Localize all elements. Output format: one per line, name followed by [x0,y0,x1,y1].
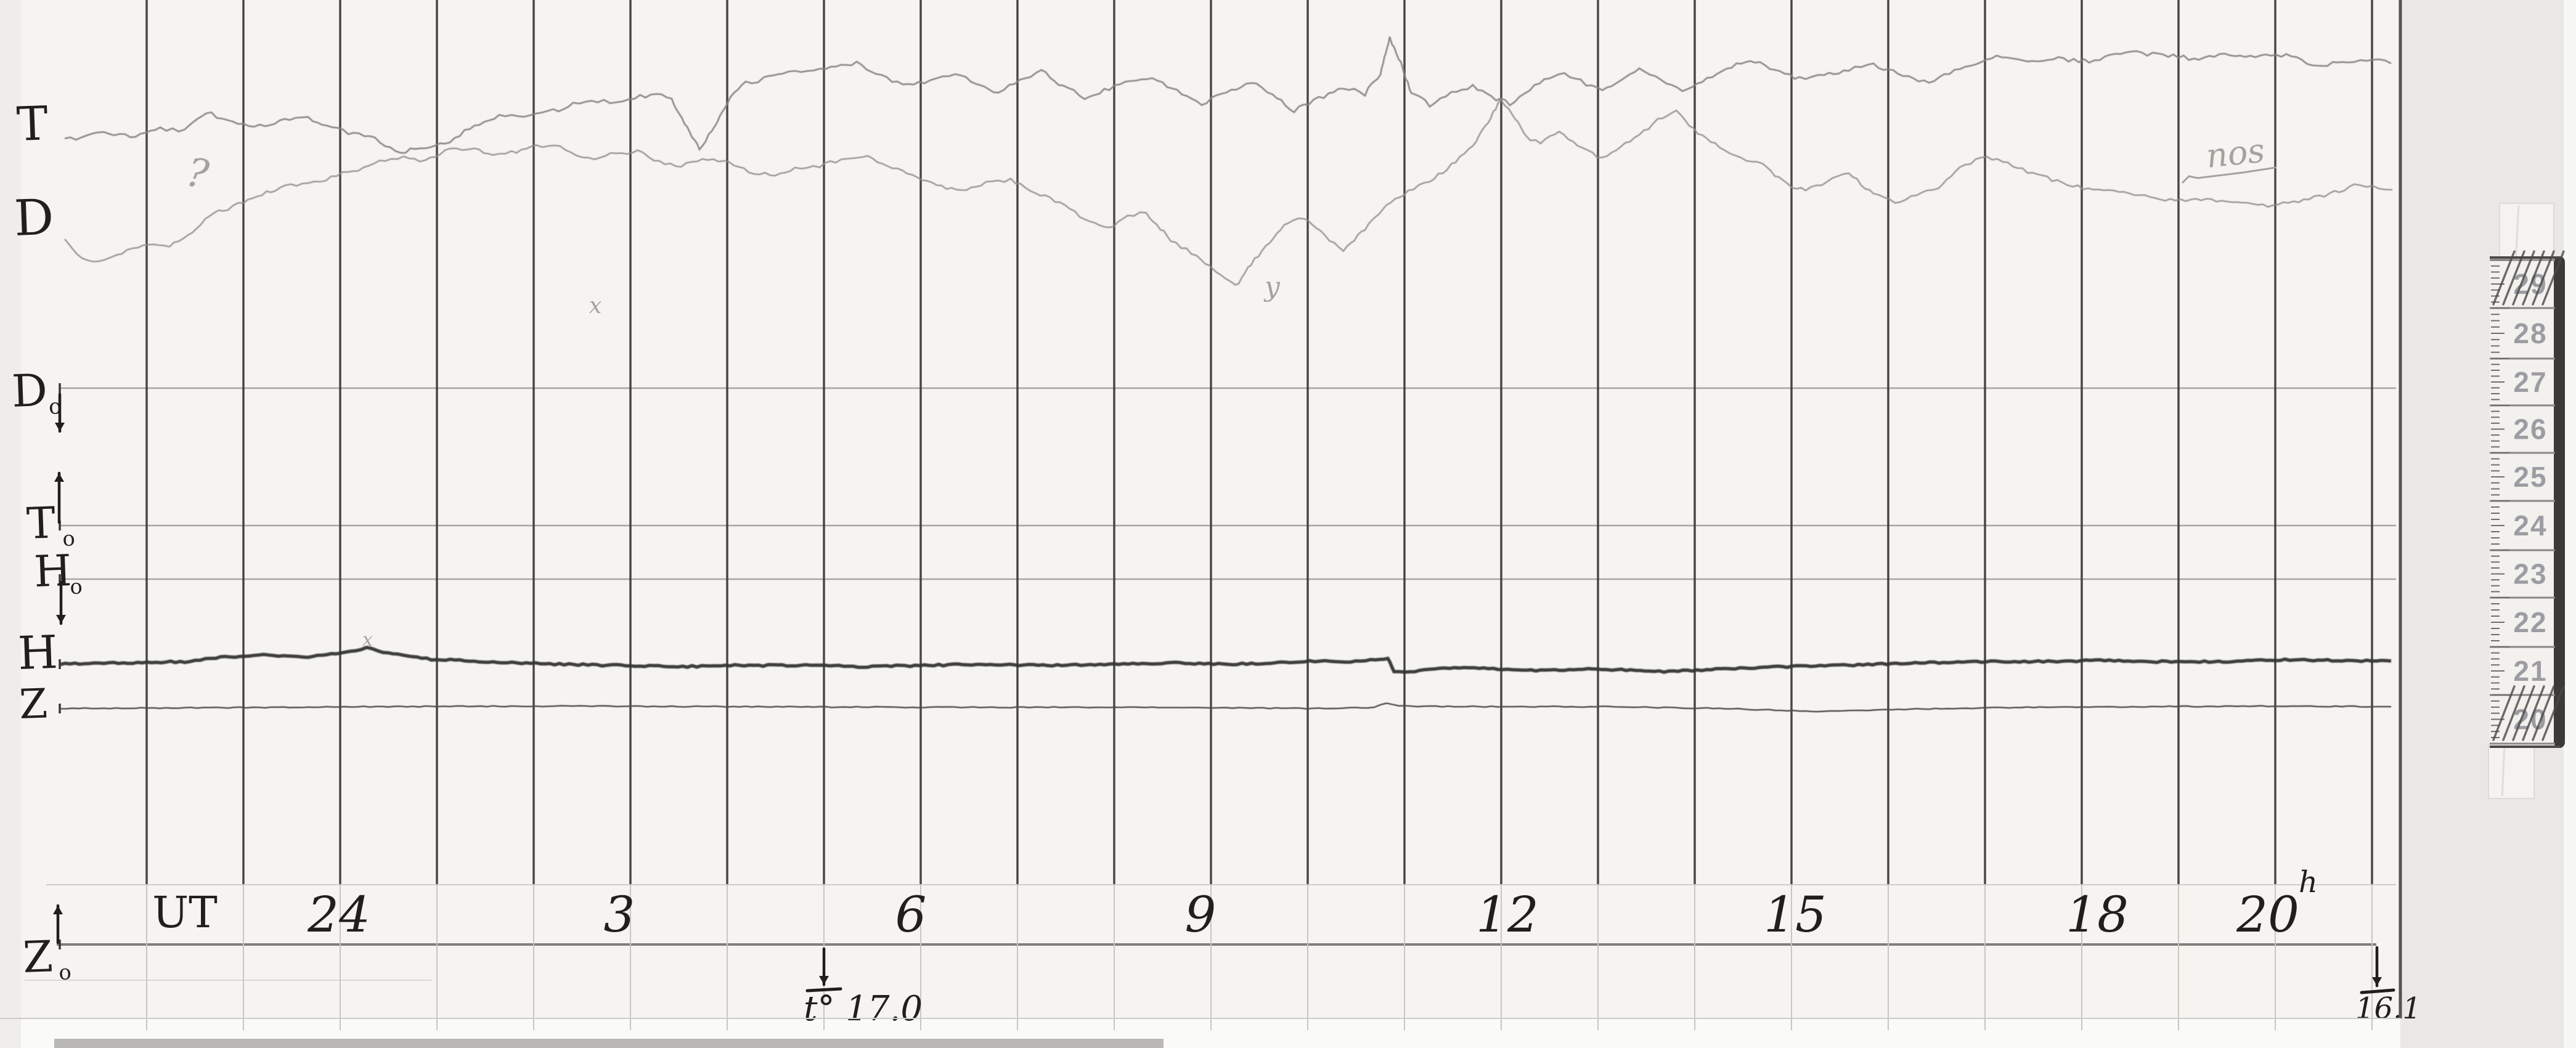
svg-text:o: o [59,960,72,985]
bottom-markers: t° 17.0 16.1 [804,946,2421,1029]
ruler-hatch-stroke [2502,250,2525,306]
h0-arrow [56,580,66,625]
hour-label-3: 3 [604,886,635,943]
ruler-hatch-stroke [2522,685,2545,741]
hour-label-20: 20 [2236,886,2299,943]
ruler-dark-edge [2554,256,2565,748]
ruler-tape-top [2499,203,2554,262]
end-value-marker-value: 16.1 [2355,991,2421,1026]
ruler-hatch-stroke [2512,250,2535,306]
scanner-bottom-bar [54,1039,1164,1048]
svg-text:H: H [17,626,59,680]
svg-text:T: T [26,497,57,549]
h-trace [60,645,2392,674]
x-mark-2: x [362,629,373,651]
ruler-hatch-stroke [2541,250,2565,306]
trace-label-D: D [13,189,54,247]
hour-label-6: 6 [895,886,927,943]
pencil-annotations: nos?xxy [183,131,2276,651]
d-trace [63,98,2393,286]
hour-label-18: 18 [2066,886,2129,943]
ruler-number-26: 26 [2513,413,2547,445]
trace-label-H0: Ho [33,545,83,599]
svg-text:o: o [62,526,76,551]
traces [59,36,2393,713]
taped-ruler: 29282726252423222120 [2488,203,2565,799]
hour-label-12: 12 [1476,886,1539,943]
hour-label-UT: UT [152,887,218,938]
paper-left-edge [0,0,21,1048]
svg-text:D: D [11,364,49,417]
t-trace [64,36,2392,154]
d0-arrow [55,392,65,433]
trace-label-T: T [16,95,49,152]
ruler-number-25: 25 [2513,461,2547,493]
ruler-hatch-stroke [2512,685,2535,741]
ruler-number-23: 23 [2513,558,2547,590]
ruler-hatch-stroke [2522,250,2545,306]
note-nos-underline [2182,166,2276,184]
time-axis-labels: UT 24 3 6 9 12 15 18 20h [152,865,2318,943]
z0-arrow [53,904,63,944]
margin-arrows [53,392,66,944]
hour-label-24: 24 [307,886,370,943]
ruler-hatch-stroke [2541,685,2565,741]
z-trace [59,702,2392,713]
ruler-number-27: 27 [2513,366,2547,398]
hour-label-15: 15 [1764,886,1827,943]
svg-text:o: o [70,574,83,599]
x-mark-1: x [589,293,601,319]
trace-label-Z: Z [18,680,49,728]
ruler-tape-bottom [2488,744,2535,799]
ruler-hatch-stroke [2492,685,2516,741]
baselines [25,387,2396,981]
svg-text:D: D [13,189,54,247]
ruler-body [2490,258,2555,747]
note-nos: nos [2204,131,2267,176]
ruler-number-24: 24 [2513,510,2547,542]
svg-text:Z: Z [18,680,49,728]
end-value-marker: 16.1 [2355,946,2421,1026]
ruler-number-22: 22 [2513,606,2547,638]
hour-label-superscript-h: h [2299,865,2318,900]
ruler-hatch-stroke [2532,250,2555,306]
svg-text:Z: Z [22,931,54,983]
ruler-hatch-stroke [2502,685,2525,741]
y-mark: y [1263,271,1281,303]
svg-text:H: H [33,545,73,597]
temperature-marker-value: t° 17.0 [804,989,923,1029]
chart-paper [0,0,2400,1018]
hour-label-9: 9 [1185,886,1217,943]
temperature-marker: t° 17.0 [804,947,923,1029]
trace-label-H: H [17,626,59,680]
ruler-number-28: 28 [2513,317,2547,349]
ruler-hatch-stroke [2532,685,2555,741]
svg-text:o: o [48,394,62,420]
t0-arrow [54,471,64,524]
hour-gridlines [145,0,2373,1030]
ruler-hatch-stroke [2492,250,2516,306]
ruler-number-21: 21 [2513,655,2547,687]
svg-text:T: T [16,95,49,152]
scan-right-sliver [2564,0,2576,1048]
